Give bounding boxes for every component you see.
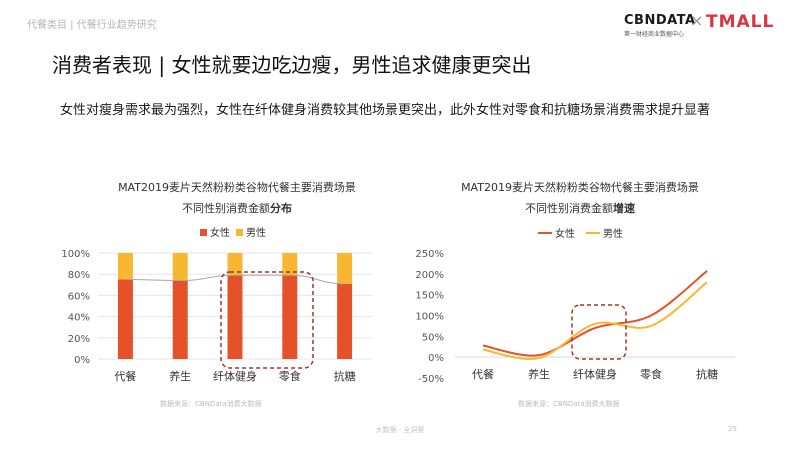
bar-x-tick: 零食 xyxy=(279,369,301,383)
bar-chart-legend: 女性 男性 xyxy=(200,226,266,239)
bar-male xyxy=(282,253,298,276)
bar-female xyxy=(282,275,298,359)
line-x-tick: 代餐 xyxy=(472,367,494,381)
line-series-female xyxy=(482,270,708,357)
bar-x-tick: 抗糖 xyxy=(334,369,356,383)
breadcrumb: 代餐类目 | 代餐行业趋势研究 xyxy=(27,20,157,31)
line-chart-legend: 女性 男性 xyxy=(538,227,623,240)
bar-female xyxy=(337,283,353,359)
bar-legend-swatch xyxy=(200,229,207,236)
line-highlight-box xyxy=(571,304,627,360)
bar-y-tick: 60% xyxy=(68,291,90,302)
bar-connector-line xyxy=(125,274,345,285)
bar-male xyxy=(227,253,243,276)
line-y-tick: 250% xyxy=(415,249,444,260)
line-x-tick: 纤体健身 xyxy=(573,367,617,381)
bar-x-tick: 纤体健身 xyxy=(213,369,257,383)
line-legend-label: 男性 xyxy=(603,227,623,240)
line-legend-label: 女性 xyxy=(555,227,575,240)
bar-female xyxy=(172,280,188,359)
line-chart-subtitle: 不同性别消费金额增速 xyxy=(525,201,635,215)
bar-female xyxy=(227,275,243,359)
line-y-tick: 0% xyxy=(428,353,444,364)
bar-legend-swatch xyxy=(236,229,243,236)
bar-y-tick: 0% xyxy=(74,355,90,366)
bar-highlight-box xyxy=(220,271,314,369)
line-x-tick: 零食 xyxy=(640,367,662,381)
line-x-tick: 抗糖 xyxy=(696,367,718,381)
line-y-tick: 100% xyxy=(415,312,444,323)
bar-chart-subtitle: 不同性别消费金额分布 xyxy=(182,201,292,215)
bar-x-tick: 代餐 xyxy=(114,369,136,383)
cbndata-logo: CBNDATA xyxy=(624,13,696,28)
bar-chart-source: 数据来源：CBNData消费大数据 xyxy=(160,399,262,408)
bar-chart-title: MAT2019麦片天然粉粉类谷物代餐主要消费场景 xyxy=(118,180,356,194)
page-title: 消费者表现 | 女性就要边吃边瘦，男性追求健康更突出 xyxy=(52,53,532,77)
line-chart-source: 数据来源：CBNData消费大数据 xyxy=(518,399,620,408)
page-number: 25 xyxy=(728,425,737,433)
bar-male xyxy=(337,253,353,284)
bar-y-tick: 100% xyxy=(61,249,90,260)
bar-legend-label: 男性 xyxy=(246,226,266,239)
line-series-male xyxy=(482,281,708,360)
line-y-tick: 200% xyxy=(415,270,444,281)
footer-tagline: 大数据 · 全洞察 xyxy=(375,426,425,434)
line-x-tick: 养生 xyxy=(528,367,550,381)
cbndata-logo-tagline: 第一财经商业数据中心 xyxy=(624,31,685,38)
bar-y-tick: 20% xyxy=(68,334,90,345)
line-y-tick: 50% xyxy=(422,332,444,343)
logo-separator: × xyxy=(690,11,704,30)
line-y-tick: 150% xyxy=(415,291,444,302)
line-chart-title: MAT2019麦片天然粉粉类谷物代餐主要消费场景 xyxy=(461,180,699,194)
bar-x-tick: 养生 xyxy=(169,369,191,383)
bar-y-tick: 40% xyxy=(68,313,90,324)
bar-legend-label: 女性 xyxy=(210,226,230,239)
line-y-tick: -50% xyxy=(418,374,444,385)
bar-y-tick: 80% xyxy=(68,270,90,281)
page-subtitle: 女性对瘦身需求最为强烈，女性在纤体健身消费较其他场景更突出，此外女性对零食和抗糖… xyxy=(60,103,711,118)
tmall-logo: TMALL xyxy=(706,12,775,32)
bar-male xyxy=(117,253,133,280)
bar-female xyxy=(117,279,133,359)
bar-male xyxy=(172,253,188,281)
